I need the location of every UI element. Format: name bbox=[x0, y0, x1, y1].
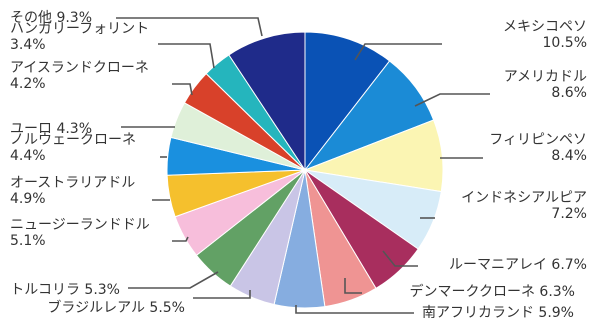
pie-slices bbox=[166, 31, 444, 309]
slice-label: ニュージーランドドル bbox=[10, 217, 150, 233]
slice-label: デンマーククローネ 6.3% bbox=[410, 283, 575, 300]
pie-slice bbox=[304, 31, 391, 172]
slice-percent: 7.2% bbox=[551, 206, 587, 222]
slice-label: アメリカドル bbox=[504, 69, 587, 85]
slice-percent: 10.5% bbox=[543, 35, 587, 51]
slice-label: ノルウェークローネ bbox=[10, 132, 136, 148]
leader-line bbox=[116, 17, 263, 37]
slice-percent: 4.2% bbox=[10, 76, 46, 92]
slice-label: 南アフリカランド 5.9% bbox=[422, 305, 574, 320]
leader-lines bbox=[116, 17, 490, 314]
slice-label: オーストラリアドル bbox=[10, 175, 135, 191]
pie-slice bbox=[228, 31, 306, 172]
slice-label: メキシコペソ bbox=[503, 19, 587, 35]
slice-percent: 5.1% bbox=[10, 233, 46, 249]
leader-line bbox=[354, 43, 442, 61]
slice-percent: 4.4% bbox=[10, 148, 46, 164]
slice-percent: 3.4% bbox=[10, 37, 46, 53]
leader-line bbox=[344, 278, 362, 294]
slice-label: アイスランドクローネ bbox=[10, 60, 149, 76]
slice-percent: 4.9% bbox=[10, 191, 46, 207]
leader-line bbox=[172, 236, 189, 242]
slice-label: ルーマニアレイ 6.7% bbox=[449, 257, 587, 273]
slice-label: インドネシアルピア bbox=[461, 190, 587, 206]
slice-label: ブラジルレアル 5.5% bbox=[47, 299, 185, 316]
leader-line bbox=[295, 305, 414, 314]
leader-line bbox=[414, 93, 490, 107]
leader-line bbox=[158, 43, 215, 69]
leader-line bbox=[128, 271, 219, 289]
slice-label: フィリピンペソ bbox=[489, 132, 587, 148]
slice-label: ハンガリーフォリント bbox=[10, 21, 149, 37]
slice-label: トルコリラ 5.3% bbox=[10, 282, 120, 298]
leader-line bbox=[382, 250, 418, 267]
leader-line bbox=[193, 290, 251, 299]
leader-line bbox=[172, 83, 193, 96]
slice-label: ユーロ 4.3% bbox=[10, 121, 92, 137]
slice-label: その他 9.3% bbox=[10, 10, 92, 26]
slice-percent: 8.6% bbox=[551, 85, 587, 101]
slice-percent: 8.4% bbox=[551, 148, 587, 164]
